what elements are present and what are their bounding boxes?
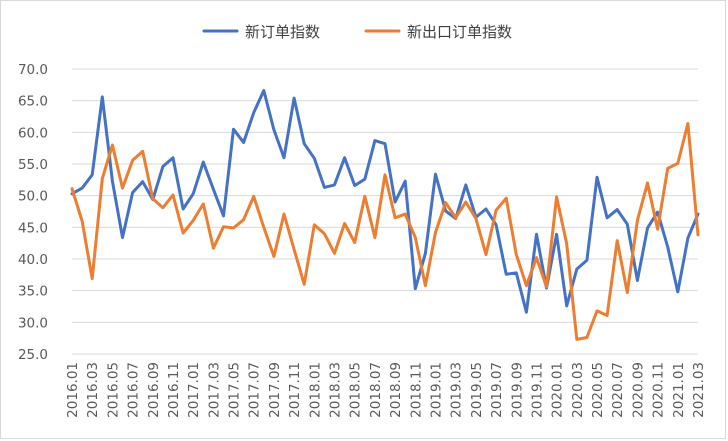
x-tick-label: 2021.01 (671, 362, 687, 418)
x-tick-label: 2017.11 (287, 362, 303, 418)
y-tick-label: 65.0 (18, 94, 48, 110)
x-tick-label: 2020.03 (570, 362, 586, 418)
y-tick-label: 25.0 (18, 347, 48, 363)
x-tick-label: 2020.07 (610, 362, 626, 418)
y-tick-label: 60.0 (18, 125, 48, 141)
x-tick-label: 2017.07 (247, 362, 263, 418)
y-tick-label: 70.0 (18, 62, 48, 78)
y-tick-label: 40.0 (18, 252, 48, 268)
x-tick-label: 2020.09 (630, 362, 646, 418)
y-tick-label: 30.0 (18, 315, 48, 331)
x-tick-label: 2016.09 (146, 362, 162, 418)
x-tick-label: 2017.05 (227, 362, 243, 418)
y-tick-label: 45.0 (18, 220, 48, 236)
x-tick-label: 2019.11 (529, 362, 545, 418)
x-tick-label: 2017.01 (186, 362, 202, 418)
y-tick-label: 55.0 (18, 157, 48, 173)
x-tick-label: 2018.05 (348, 362, 364, 418)
x-tick-label: 2016.05 (105, 362, 121, 418)
x-tick-label: 2019.01 (428, 362, 444, 418)
x-tick-label: 2018.11 (408, 362, 424, 418)
x-tick-label: 2021.03 (691, 362, 707, 418)
x-tick-label: 2020.05 (590, 362, 606, 418)
series-line-new-export-orders (70, 122, 700, 341)
x-tick-label: 2016.07 (126, 362, 142, 418)
legend-label-new-orders: 新订单指数 (245, 23, 320, 41)
legend: 新订单指数 新出口订单指数 (202, 23, 512, 41)
x-tick-label: 2019.03 (449, 362, 465, 418)
y-axis-ticks: 70.0 65.0 60.0 55.0 50.0 45.0 40.0 35.0 30.0 25.0 (18, 62, 48, 363)
series-lines (70, 89, 700, 341)
series-line-new-orders (70, 89, 700, 314)
x-tick-label: 2017.09 (267, 362, 283, 418)
x-tick-label: 2018.07 (368, 362, 384, 418)
x-tick-label: 2018.01 (307, 362, 323, 418)
x-tick-label: 2016.01 (65, 362, 81, 418)
x-tick-label: 2019.05 (469, 362, 485, 418)
x-tick-label: 2020.01 (550, 362, 566, 418)
x-tick-label: 2018.03 (328, 362, 344, 418)
x-tick-label: 2017.03 (206, 362, 222, 418)
x-axis-ticks: 2016.01 2016.03 2016.05 2016.07 2016.09 2016.… (65, 362, 707, 418)
y-tick-label: 50.0 (18, 189, 48, 205)
legend-label-new-export-orders: 新出口订单指数 (407, 23, 512, 41)
x-tick-label: 2019.07 (489, 362, 505, 418)
x-tick-label: 2016.03 (85, 362, 101, 418)
x-tick-label: 2018.09 (388, 362, 404, 418)
x-tick-label: 2020.11 (651, 362, 667, 418)
x-tick-label: 2016.11 (166, 362, 182, 418)
x-tick-label: 2019.09 (509, 362, 525, 418)
y-tick-label: 35.0 (18, 284, 48, 300)
